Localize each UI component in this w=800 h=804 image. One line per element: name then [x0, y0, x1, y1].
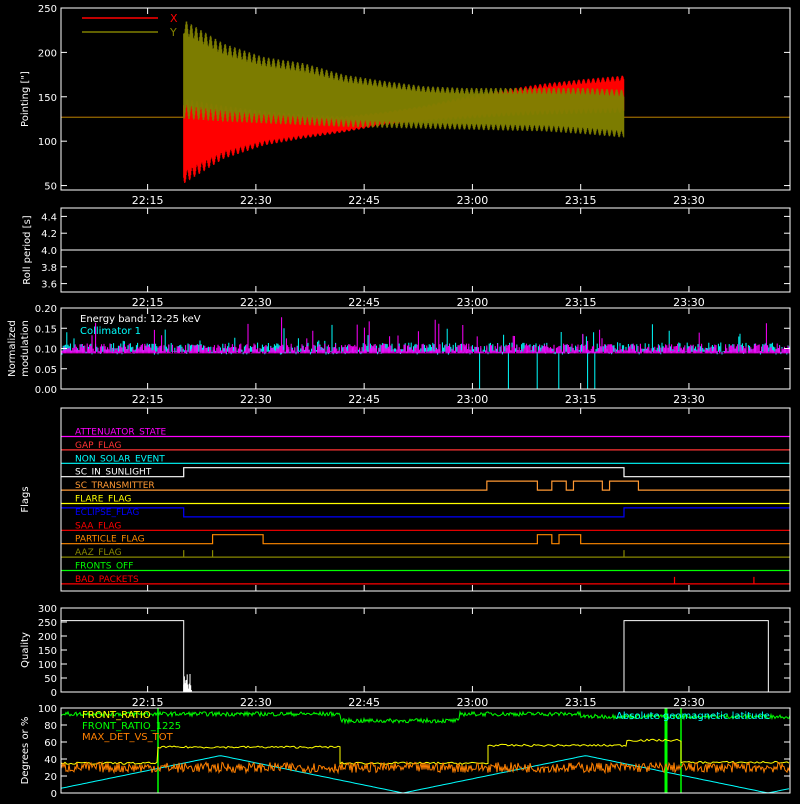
y-tick-label: 0 [51, 688, 57, 699]
y-tick-label: 150 [38, 93, 57, 104]
x-tick-label: 22:45 [348, 696, 380, 709]
x-tick-label: 23:15 [565, 194, 597, 207]
y-tick-label: 150 [38, 646, 57, 657]
y-tick-label: 50 [44, 182, 57, 193]
x-tick-label: 23:30 [673, 194, 705, 207]
y-tick-label: 0.00 [35, 385, 57, 396]
series-front-ratio-1225 [60, 710, 791, 725]
y-tick-label: 20 [44, 772, 57, 783]
series-magenta [61, 317, 790, 354]
y-axis-label-line2: modulation [20, 320, 31, 377]
x-tick-label: 22:30 [240, 393, 272, 406]
energy-band-annotation: Energy band: 12-25 keV [80, 314, 201, 325]
legend-label-front-ratio: FRONT_RATIO [82, 710, 151, 721]
x-tick-label: 23:00 [457, 296, 489, 309]
x-tick-label: 23:00 [457, 393, 489, 406]
y-tick-label: 0.05 [35, 365, 57, 376]
y-tick-label: 4.2 [41, 229, 57, 240]
y-tick-label: 50 [44, 674, 57, 685]
x-tick-label: 22:45 [348, 296, 380, 309]
y-axis-label: Flags [20, 486, 31, 512]
y-tick-label: 3.8 [41, 263, 57, 274]
x-tick-label: 22:30 [240, 194, 272, 207]
y-tick-label: 40 [44, 755, 57, 766]
y-tick-label: 200 [38, 632, 57, 643]
y-axis-label: Degrees or % [20, 717, 31, 785]
flag-line-sc-transmitter [61, 480, 790, 491]
x-tick-label: 22:30 [240, 696, 272, 709]
series-front-ratio [60, 738, 790, 765]
series-y-band [183, 21, 625, 138]
legend-label-front-ratio-1225: FRONT_RATIO_1225 [82, 721, 181, 732]
x-tick-label: 22:15 [132, 696, 164, 709]
x-tick-label: 23:00 [457, 696, 489, 709]
y-tick-label: 4.0 [41, 246, 57, 257]
flag-label-particle-flag: PARTICLE_FLAG [75, 535, 145, 545]
y-tick-label: 250 [38, 4, 57, 15]
flag-label-flare-flag: FLARE_FLAG [75, 495, 131, 505]
x-tick-label: 22:30 [240, 296, 272, 309]
y-axis-label: Quality [20, 632, 31, 668]
y-tick-label: 0.20 [35, 304, 57, 315]
geomagnetic-latitude-annotation: Absolute geomagnetic latitude [616, 711, 770, 722]
y-tick-label: 250 [38, 618, 57, 629]
flag-label-attenuator-state: ATTENUATOR_STATE [75, 428, 167, 438]
flag-label-non-solar-event: NON_SOLAR_EVENT [75, 454, 165, 464]
flag-label-eclipse-flag: ECLIPSE_FLAG [75, 508, 139, 518]
x-tick-label: 22:45 [348, 393, 380, 406]
legend-label-x: X [170, 12, 178, 25]
x-tick-label: 22:15 [132, 194, 164, 207]
flag-label-fronts-off: FRONTS_OFF [75, 562, 133, 572]
x-tick-label: 23:30 [673, 393, 705, 406]
panel-frame [60, 707, 791, 794]
x-tick-label: 23:30 [673, 696, 705, 709]
flag-label-sc-transmitter: SC_TRANSMITTER [75, 481, 155, 491]
y-tick-label: 4.4 [41, 212, 57, 223]
x-tick-label: 22:45 [348, 194, 380, 207]
flag-line-particle-flag [61, 534, 790, 545]
flag-label-gap-flag: GAP_FLAG [75, 441, 121, 451]
flag-line-sc-in-sunlight [61, 467, 790, 478]
y-tick-label: 3.6 [41, 280, 57, 291]
y-axis-label: Roll period [s] [22, 215, 33, 284]
legend-label-max-det-vs-tot: MAX_DET_VS_TOT [82, 732, 174, 743]
y-tick-label: 200 [38, 48, 57, 59]
y-tick-label: 0.15 [35, 324, 57, 335]
y-tick-label: 0.10 [35, 345, 57, 356]
y-axis-label: Pointing ["] [20, 71, 31, 127]
flag-label-aaz-flag: AAZ_FLAG [75, 548, 122, 558]
legend-label-y: Y [169, 26, 177, 39]
x-tick-label: 23:30 [673, 296, 705, 309]
y-tick-label: 300 [38, 604, 57, 615]
y-axis-label-line1: Normalized [7, 320, 18, 377]
y-tick-label: 60 [44, 738, 57, 749]
x-tick-label: 23:00 [457, 194, 489, 207]
flag-label-bad-packets: BAD_PACKETS [75, 575, 139, 585]
series-max-det-vs-tot [60, 760, 791, 775]
x-tick-label: 23:15 [565, 296, 597, 309]
x-tick-label: 22:15 [132, 296, 164, 309]
x-tick-label: 23:15 [565, 696, 597, 709]
panel-frame [60, 7, 791, 191]
flag-line-bad-packets [61, 576, 790, 585]
legend-label-collimator1: Collimator 1 [80, 326, 141, 337]
y-tick-label: 100 [38, 660, 57, 671]
y-tick-label: 0 [51, 789, 57, 800]
y-tick-label: 80 [44, 721, 57, 732]
flag-label-saa-flag: SAA_FLAG [75, 521, 121, 531]
y-tick-label: 100 [38, 137, 57, 148]
y-tick-label: 100 [38, 704, 57, 715]
flag-line-aaz-flag [61, 550, 790, 558]
quality-spikes [183, 673, 192, 692]
flag-line-eclipse-flag [61, 507, 790, 518]
flag-label-sc-in-sunlight: SC_IN_SUNLIGHT [75, 468, 152, 478]
panel-frame [60, 407, 791, 592]
x-tick-label: 22:15 [132, 393, 164, 406]
x-tick-label: 23:15 [565, 393, 597, 406]
